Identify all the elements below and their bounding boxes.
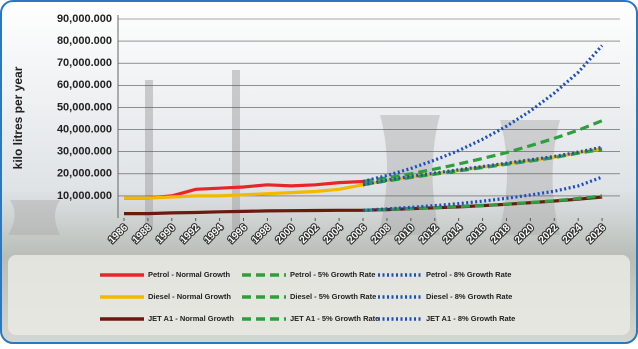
y-tick-label: 10,000.000 bbox=[57, 190, 112, 202]
legend-label: Diesel - 5% Growth Rate bbox=[290, 292, 376, 301]
legend-label: Petrol - Normal Growth bbox=[148, 270, 231, 279]
legend-label: Diesel - 8% Growth Rate bbox=[426, 292, 512, 301]
legend-label: Petrol - 5% Growth Rate bbox=[290, 270, 375, 279]
y-axis-label: kilo litres per year bbox=[11, 66, 25, 169]
y-tick-label: 40,000.000 bbox=[57, 123, 112, 135]
y-tick-label: 90,000.000 bbox=[57, 13, 112, 25]
y-tick-label: 80,000.000 bbox=[57, 35, 112, 47]
legend-label: JET A1 - 8% Growth Rate bbox=[426, 314, 515, 323]
legend-label: Diesel - Normal Growth bbox=[148, 292, 231, 301]
y-tick-label: 20,000.000 bbox=[57, 168, 112, 180]
legend-label: JET A1 - 5% Growth Rate bbox=[290, 314, 379, 323]
y-tick-label: 70,000.000 bbox=[57, 57, 112, 69]
series-line bbox=[362, 119, 603, 184]
legend-label: JET A1 - Normal Growth bbox=[148, 314, 234, 323]
y-tick-label: 30,000.000 bbox=[57, 146, 112, 158]
legend-panel bbox=[8, 255, 630, 335]
series-line bbox=[362, 147, 603, 187]
y-tick-label: 50,000.000 bbox=[57, 101, 112, 113]
series-line bbox=[362, 194, 603, 212]
legend-label: Petrol - 8% Growth Rate bbox=[426, 270, 511, 279]
y-tick-label: 60,000.000 bbox=[57, 79, 112, 91]
series-line bbox=[362, 44, 604, 184]
